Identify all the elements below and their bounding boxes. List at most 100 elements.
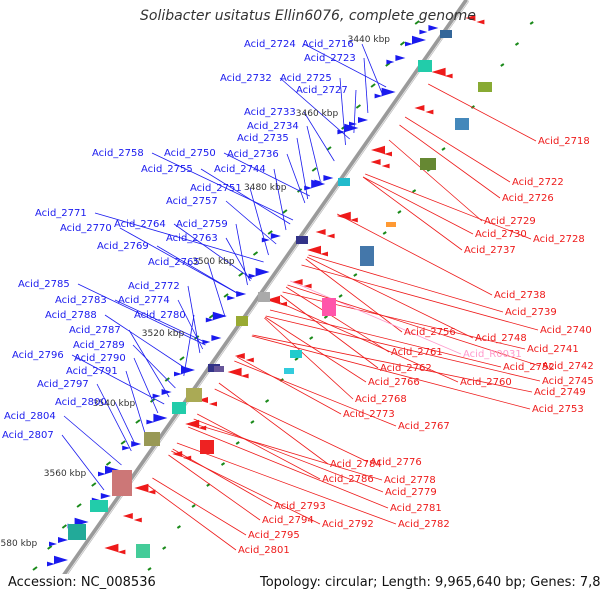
- gene-category-box[interactable]: [478, 82, 492, 92]
- gene-category-box[interactable]: [68, 524, 86, 540]
- gene-category-box[interactable]: [172, 402, 186, 414]
- reverse-gene-arrow[interactable]: [209, 401, 217, 407]
- forward-gene-arrow[interactable]: [405, 41, 413, 47]
- reverse-gene-arrow[interactable]: [134, 483, 149, 493]
- forward-gene-arrow[interactable]: [270, 233, 281, 239]
- gene-label[interactable]: Acid_2794: [262, 515, 314, 526]
- gene-label[interactable]: Acid_2764: [114, 219, 166, 230]
- forward-gene-arrow[interactable]: [386, 59, 395, 65]
- gene-label[interactable]: Acid_2779: [385, 487, 437, 498]
- gene-label[interactable]: Acid_2722: [512, 177, 564, 188]
- gene-label[interactable]: Acid_2762: [380, 363, 432, 374]
- forward-gene-arrow[interactable]: [349, 121, 357, 127]
- gene-label[interactable]: Acid_2750: [164, 148, 216, 159]
- reverse-gene-arrow[interactable]: [414, 105, 425, 111]
- gene-label[interactable]: Acid_2793: [274, 501, 326, 512]
- forward-gene-arrow[interactable]: [131, 441, 142, 447]
- forward-gene-arrow[interactable]: [304, 185, 313, 191]
- forward-gene-arrow[interactable]: [58, 537, 68, 543]
- gene-label[interactable]: Acid_2759: [176, 219, 228, 230]
- gene-label[interactable]: Acid_2795: [248, 530, 300, 541]
- gene-label[interactable]: Acid_2755: [141, 164, 193, 175]
- reverse-gene-arrow[interactable]: [431, 67, 446, 77]
- gene-label[interactable]: Acid_2728: [533, 234, 585, 245]
- reverse-gene-arrow[interactable]: [172, 451, 183, 457]
- forward-gene-arrow[interactable]: [212, 311, 227, 321]
- reverse-gene-arrow[interactable]: [425, 109, 434, 115]
- reverse-gene-arrow[interactable]: [147, 489, 156, 495]
- gene-category-box[interactable]: [386, 222, 396, 227]
- gene-category-box[interactable]: [186, 388, 202, 402]
- gene-label[interactable]: Acid_2789: [73, 340, 125, 351]
- gene-category-box[interactable]: [258, 292, 270, 302]
- gene-label[interactable]: Acid_2757: [166, 196, 218, 207]
- reverse-gene-arrow[interactable]: [183, 455, 192, 461]
- gene-label[interactable]: Acid_2739: [505, 307, 557, 318]
- gene-category-box[interactable]: [296, 236, 308, 244]
- gene-label[interactable]: Acid_2801: [238, 545, 290, 556]
- reverse-gene-arrow[interactable]: [320, 251, 328, 257]
- gene-label[interactable]: Acid_2761: [391, 347, 443, 358]
- gene-label[interactable]: Acid_2790: [74, 353, 126, 364]
- forward-gene-arrow[interactable]: [261, 237, 270, 243]
- forward-gene-arrow[interactable]: [395, 55, 406, 61]
- forward-gene-arrow[interactable]: [337, 129, 346, 135]
- forward-gene-arrow[interactable]: [344, 123, 359, 133]
- gene-label[interactable]: Acid_2776: [370, 457, 422, 468]
- forward-gene-arrow[interactable]: [152, 393, 161, 399]
- gene-label[interactable]: Acid_2742: [542, 361, 594, 372]
- reverse-gene-arrow[interactable]: [349, 217, 358, 223]
- forward-gene-arrow[interactable]: [374, 93, 383, 99]
- reverse-gene-arrow[interactable]: [185, 419, 200, 429]
- reverse-gene-labels[interactable]: Acid_2718 Acid_2722 Acid_2726 Acid_2729 Acid…: [238, 136, 594, 556]
- gene-label[interactable]: Acid_2738: [494, 290, 546, 301]
- gene-label[interactable]: Acid_2724: [244, 39, 296, 50]
- reverse-gene-arrow[interactable]: [117, 549, 126, 555]
- gene-label[interactable]: Acid_2744: [214, 164, 266, 175]
- gene-label[interactable]: Acid_2736: [227, 149, 279, 160]
- gene-category-box[interactable]: [136, 544, 150, 558]
- forward-gene-labels[interactable]: Acid_2724 Acid_2716 Acid_2723 Acid_2732 Acid…: [2, 39, 356, 441]
- forward-gene-arrow[interactable]: [419, 29, 428, 35]
- forward-gene-arrow[interactable]: [49, 541, 57, 547]
- reverse-gene-arrow[interactable]: [122, 513, 133, 519]
- forward-gene-arrow[interactable]: [174, 371, 182, 377]
- forward-gene-arrow[interactable]: [100, 493, 111, 499]
- gene-category-box[interactable]: [338, 178, 350, 186]
- gene-label[interactable]: Acid_2769: [97, 241, 149, 252]
- reverse-gene-arrow[interactable]: [307, 245, 321, 255]
- gene-label[interactable]: Acid_2788: [45, 310, 97, 321]
- forward-gene-arrow[interactable]: [205, 317, 214, 323]
- gene-category-box[interactable]: [455, 118, 469, 130]
- gene-label[interactable]: Acid_2740: [540, 325, 592, 336]
- forward-gene-arrow[interactable]: [202, 339, 211, 345]
- reverse-gene-arrow[interactable]: [303, 283, 312, 289]
- gene-label[interactable]: Acid_R0031: [463, 349, 522, 360]
- reverse-gene-arrow[interactable]: [227, 367, 242, 377]
- gene-label[interactable]: Acid_2752: [503, 362, 555, 373]
- gene-label[interactable]: Acid_2780: [134, 310, 186, 321]
- gene-label[interactable]: Acid_2774: [118, 295, 170, 306]
- reverse-gene-arrow[interactable]: [104, 543, 119, 553]
- forward-gene-arrow[interactable]: [54, 555, 68, 565]
- gene-label[interactable]: Acid_2766: [368, 377, 420, 388]
- reverse-gene-arrow[interactable]: [384, 151, 392, 157]
- gene-label[interactable]: Acid_2737: [464, 245, 516, 256]
- gene-label[interactable]: Acid_2800: [55, 397, 107, 408]
- gene-label[interactable]: Acid_2785: [18, 279, 70, 290]
- gene-category-box[interactable]: [144, 432, 160, 446]
- reverse-gene-arrow[interactable]: [133, 517, 142, 523]
- gene-label[interactable]: Acid_2718: [538, 136, 590, 147]
- reverse-gene-arrow[interactable]: [381, 163, 390, 169]
- forward-gene-arrow[interactable]: [381, 87, 396, 97]
- gene-label[interactable]: Acid_2748: [475, 333, 527, 344]
- gene-label[interactable]: Acid_2786: [322, 474, 374, 485]
- gene-label[interactable]: Acid_2783: [55, 295, 107, 306]
- gene-label[interactable]: Acid_2753: [532, 404, 584, 415]
- forward-gene-arrow[interactable]: [98, 471, 106, 477]
- gene-label[interactable]: Acid_2796: [12, 350, 64, 361]
- forward-gene-arrow[interactable]: [311, 179, 326, 189]
- forward-gene-arrow[interactable]: [211, 335, 222, 341]
- gene-label[interactable]: Acid_2725: [280, 73, 332, 84]
- gene-label[interactable]: Acid_2745: [542, 376, 594, 387]
